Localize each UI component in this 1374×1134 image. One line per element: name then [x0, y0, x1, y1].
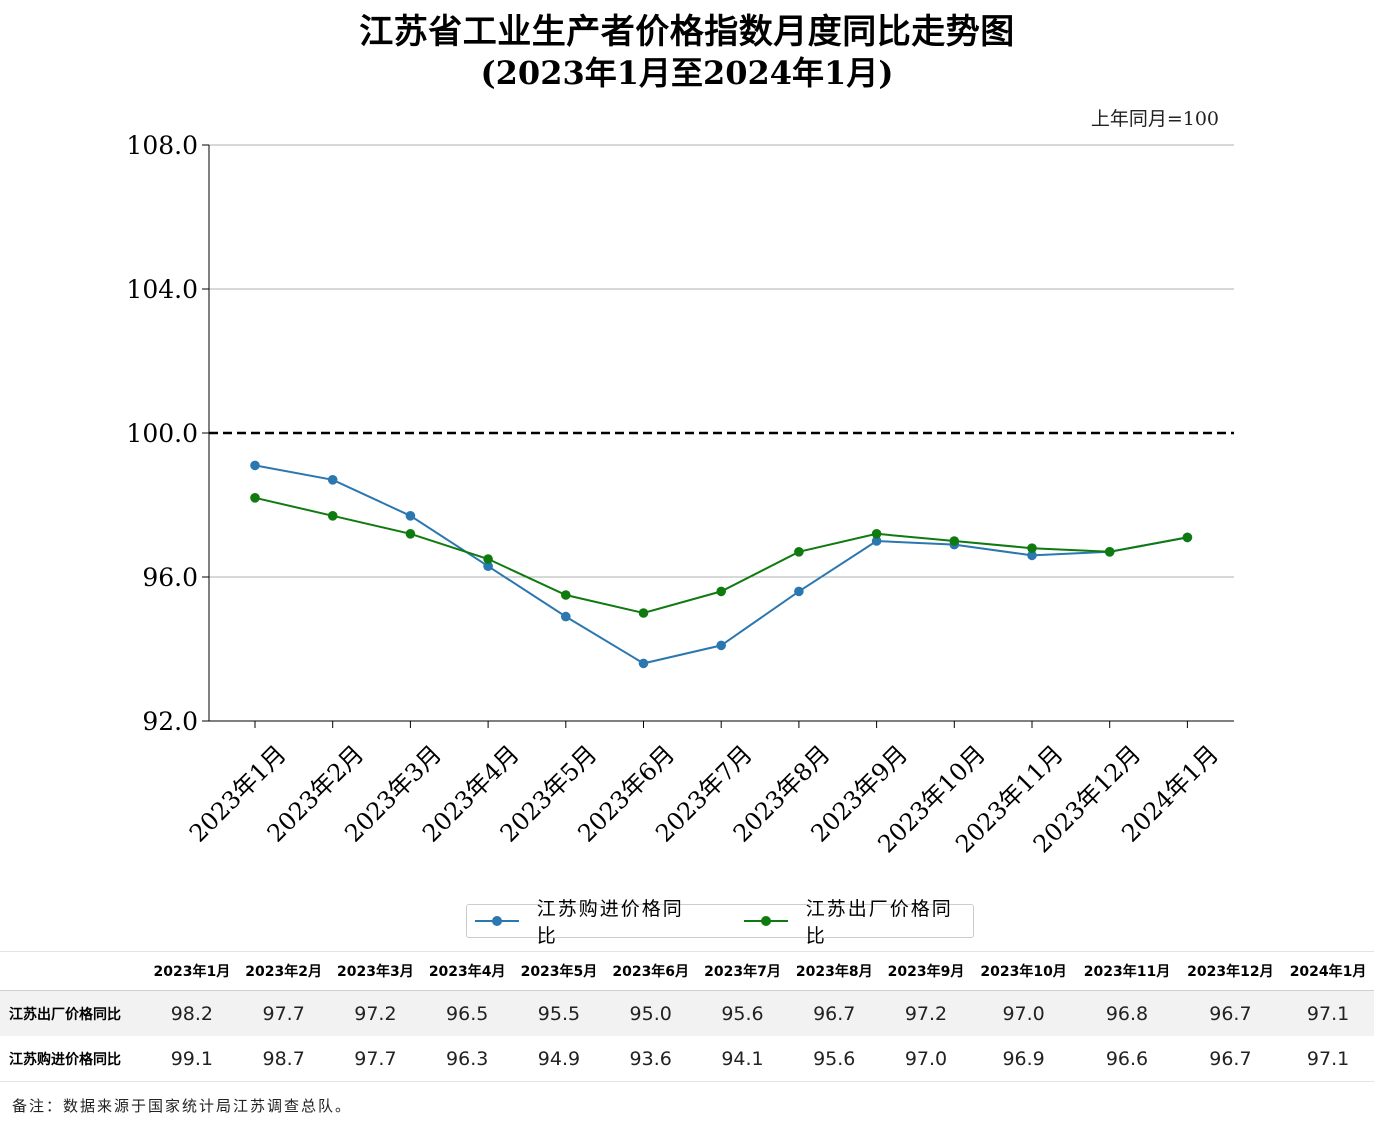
table-cell: 97.0 — [971, 990, 1076, 1036]
table-header-cell: 2023年2月 — [237, 951, 330, 991]
table-cell: 97.1 — [1282, 1036, 1374, 1082]
series-1-point — [871, 529, 882, 539]
series-0-point — [405, 511, 416, 521]
series-0-point — [638, 658, 649, 669]
table-cell: 98.7 — [237, 1036, 330, 1082]
table-cell: 97.1 — [1282, 990, 1374, 1036]
table-cell: 98.2 — [146, 990, 238, 1036]
series-0-point — [483, 561, 493, 571]
series-0-point — [1027, 550, 1037, 561]
table-cell: 96.7 — [1178, 990, 1283, 1036]
series-1-point — [1182, 532, 1193, 543]
y-tick-label: 108.0 — [126, 131, 198, 160]
table-cell: 96.7 — [788, 990, 881, 1036]
table-cell: 97.7 — [329, 1036, 422, 1082]
series-0-point — [794, 586, 804, 597]
series-1-point — [327, 511, 338, 521]
legend: 江苏购进价格同比 江苏出厂价格同比 — [466, 898, 974, 947]
table-header-cell: 2023年10月 — [971, 951, 1076, 991]
y-tick-label: 100.0 — [126, 419, 198, 448]
table-header-cell: 2023年4月 — [421, 951, 514, 991]
series-1-point — [949, 536, 960, 546]
legend-item-purchase: 江苏购进价格同比 — [475, 894, 704, 948]
series-line-0 — [254, 464, 1188, 665]
series-0-point — [871, 536, 882, 546]
legend-marker-purchase — [475, 916, 519, 926]
table-cell: 96.3 — [421, 1036, 514, 1082]
table-cell: 95.5 — [513, 990, 605, 1036]
table-cell: 94.1 — [696, 1036, 789, 1082]
footnote: 备注：数据来源于国家统计局江苏调查总队。 — [12, 1097, 353, 1115]
table-row-label: 江苏购进价格同比 — [0, 1036, 146, 1082]
table-header-cell: 2023年11月 — [1075, 951, 1179, 991]
series-0-point — [561, 611, 571, 622]
table-cell: 97.0 — [880, 1036, 972, 1082]
table-cell: 97.2 — [329, 990, 422, 1036]
table-cell: 96.9 — [971, 1036, 1076, 1082]
chart-subtitle: (2023年1月至2024年1月) — [480, 54, 894, 92]
table-header-cell: 2023年12月 — [1178, 951, 1283, 991]
legend-marker-output — [744, 916, 788, 926]
legend-label-output: 江苏出厂价格同比 — [805, 898, 953, 947]
table-header-cell: 2023年9月 — [880, 951, 972, 991]
table-header-cell: 2023年6月 — [604, 951, 697, 991]
table-header-cell: 2023年8月 — [788, 951, 881, 991]
series-0-point — [250, 460, 260, 471]
table-cell: 96.7 — [1178, 1036, 1283, 1082]
series-1-point — [1104, 547, 1115, 557]
series-1-point — [794, 547, 804, 557]
y-tick-label: 104.0 — [126, 275, 198, 304]
series-1-point — [250, 493, 260, 503]
table-corner-cell — [0, 951, 146, 991]
series-1-point — [405, 529, 416, 539]
series-0-point — [716, 640, 726, 651]
series-1-point — [483, 554, 493, 564]
table-row-label: 江苏出厂价格同比 — [0, 990, 146, 1036]
legend-item-output: 江苏出厂价格同比 — [744, 894, 973, 948]
legend-label-purchase: 江苏购进价格同比 — [536, 898, 684, 947]
table-cell: 99.1 — [146, 1036, 238, 1082]
chart-title: 江苏省工业生产者价格指数月度同比走势图 — [359, 12, 1015, 52]
table-cell: 96.6 — [1075, 1036, 1179, 1082]
table-cell: 97.2 — [880, 990, 972, 1036]
table-cell: 96.8 — [1075, 990, 1179, 1036]
table-header-row: 2023年1月 2023年2月 2023年3月 2023年4月 2023年5月 … — [0, 951, 1374, 991]
y-tick-label: 92.0 — [142, 707, 198, 736]
table-header-cell: 2023年5月 — [513, 951, 605, 991]
series-0-point — [327, 475, 338, 485]
table-cell: 94.9 — [513, 1036, 605, 1082]
table-cell: 93.6 — [604, 1036, 697, 1082]
series-1-point — [716, 586, 726, 597]
table-header-cell: 2024年1月 — [1282, 951, 1374, 991]
table-cell: 96.5 — [421, 990, 514, 1036]
table-header-cell: 2023年1月 — [146, 951, 238, 991]
unit-note: 上年同月=100 — [1091, 108, 1219, 130]
table-cell: 95.6 — [696, 990, 789, 1036]
table-row-purchase: 江苏购进价格同比 99.1 98.7 97.7 96.3 94.9 93.6 9… — [0, 1036, 1374, 1082]
table-header-cell: 2023年7月 — [696, 951, 789, 991]
table-header-cell: 2023年3月 — [329, 951, 422, 991]
table-cell: 95.6 — [788, 1036, 881, 1082]
table-cell: 97.7 — [237, 990, 330, 1036]
series-1-point — [1027, 543, 1037, 553]
data-table: 2023年1月 2023年2月 2023年3月 2023年4月 2023年5月 … — [0, 951, 1374, 1082]
table-row-output: 江苏出厂价格同比 98.2 97.7 97.2 96.5 95.5 95.0 9… — [0, 990, 1374, 1036]
y-tick-label: 96.0 — [142, 563, 198, 592]
table-cell: 95.0 — [604, 990, 697, 1036]
series-1-point — [561, 590, 571, 600]
series-1-point — [638, 608, 649, 618]
